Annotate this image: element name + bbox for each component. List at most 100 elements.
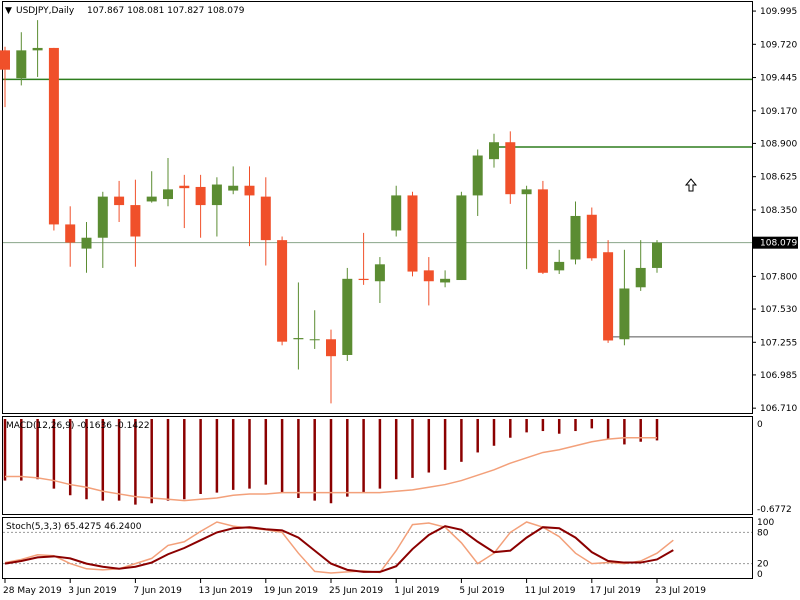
price-pane[interactable] — [2, 1, 753, 414]
price-tick-label: 109.720 — [760, 40, 797, 50]
candle[interactable] — [407, 191, 418, 277]
candle[interactable] — [326, 329, 336, 404]
price-tick-label: 108.350 — [760, 206, 797, 216]
candle-body — [260, 196, 271, 241]
candle[interactable] — [48, 47, 59, 231]
candle-body — [195, 186, 206, 206]
price-tick-label: 107.255 — [760, 338, 797, 348]
candle-body — [326, 339, 336, 357]
candle[interactable] — [130, 179, 141, 267]
candle-body — [423, 270, 434, 282]
candle[interactable] — [0, 46, 10, 108]
macd-axis-top: 0 — [757, 420, 763, 430]
candle[interactable] — [195, 174, 206, 238]
candle[interactable] — [440, 270, 451, 288]
stoch-pane[interactable] — [2, 517, 753, 579]
macd-pane[interactable] — [2, 416, 753, 515]
candle[interactable] — [211, 177, 222, 237]
price-tick-label: 109.170 — [760, 107, 797, 117]
current-price-label: 108.079 — [760, 239, 797, 249]
date-tick-label: 11 Jul 2019 — [525, 586, 576, 596]
candle[interactable] — [554, 249, 565, 274]
candle-body — [554, 261, 565, 271]
date-tick-label: 25 Jun 2019 — [329, 586, 383, 596]
candle-body — [309, 339, 320, 341]
stoch-signal-line — [4, 525, 674, 573]
candle[interactable] — [163, 157, 173, 207]
candle[interactable] — [456, 191, 467, 281]
price-tick-label: 107.800 — [760, 272, 797, 282]
price-tick-label: 106.710 — [760, 404, 797, 414]
candle-body — [130, 205, 141, 237]
candle[interactable] — [65, 206, 76, 267]
price-tick-label: 106.985 — [760, 371, 797, 381]
candle[interactable] — [16, 32, 27, 86]
candle[interactable] — [472, 149, 483, 216]
candle[interactable] — [374, 257, 385, 303]
candle[interactable] — [358, 232, 369, 285]
candle-body — [277, 240, 288, 342]
ohlc-values: 107.867 108.081 107.827 108.079 — [87, 6, 245, 16]
candle[interactable] — [635, 240, 646, 291]
candle[interactable] — [179, 174, 190, 229]
macd-label: MACD(12,26,9) -0.1636 -0.1422 — [6, 421, 150, 431]
date-tick-label: 3 Jun 2019 — [68, 586, 117, 596]
candle[interactable] — [570, 201, 581, 265]
candle-body — [537, 189, 548, 273]
candle-body — [211, 184, 222, 206]
candle[interactable] — [293, 282, 304, 370]
candle[interactable] — [586, 207, 597, 261]
candle[interactable] — [521, 185, 532, 270]
candle[interactable] — [146, 171, 157, 203]
candle-body — [440, 278, 451, 283]
candle[interactable] — [228, 166, 239, 195]
date-tick-label: 13 Jun 2019 — [199, 586, 253, 596]
candle-body — [586, 214, 597, 259]
candle[interactable] — [260, 177, 271, 266]
candle[interactable] — [489, 133, 499, 168]
candle[interactable] — [619, 249, 630, 346]
candle-body — [570, 215, 581, 260]
candle[interactable] — [244, 166, 255, 247]
candle-body — [456, 195, 467, 281]
candle-body — [65, 224, 76, 243]
date-tick-label: 28 May 2019 — [3, 586, 62, 596]
stoch-tick-label: 20 — [757, 560, 769, 570]
candle[interactable] — [391, 185, 402, 237]
candle[interactable] — [309, 310, 320, 349]
candle-body — [228, 185, 239, 191]
collapse-arrow-icon[interactable]: ▼ — [5, 6, 12, 16]
candle[interactable] — [114, 180, 125, 223]
candle-body — [114, 196, 125, 206]
stoch-tick-label: 80 — [757, 528, 769, 538]
candle-body — [32, 47, 43, 51]
candle-body — [81, 237, 92, 249]
candle-body — [603, 252, 614, 341]
candle[interactable] — [81, 222, 92, 273]
candle-body — [97, 196, 108, 238]
candle-body — [374, 264, 385, 282]
candle-body — [146, 196, 157, 202]
price-tick-label: 108.900 — [760, 139, 797, 149]
price-tick-label: 109.995 — [760, 7, 797, 17]
candle[interactable] — [537, 180, 548, 274]
candle-body — [342, 278, 353, 355]
candle[interactable] — [505, 131, 516, 204]
candle[interactable] — [277, 236, 288, 346]
candle-body — [407, 195, 418, 272]
up-arrow-icon[interactable] — [684, 178, 698, 192]
candle[interactable] — [652, 240, 662, 273]
candle-body — [619, 288, 630, 340]
candle[interactable] — [342, 267, 353, 362]
stoch-tick-label: 0 — [757, 570, 763, 580]
current-price-box — [753, 236, 798, 249]
candle[interactable] — [423, 257, 434, 306]
candle[interactable] — [32, 20, 43, 77]
candle-body — [652, 242, 662, 268]
candle[interactable] — [97, 191, 108, 268]
candle-body — [635, 267, 646, 288]
candle-body — [0, 50, 10, 70]
candle[interactable] — [603, 240, 614, 343]
candle-body — [489, 142, 499, 160]
